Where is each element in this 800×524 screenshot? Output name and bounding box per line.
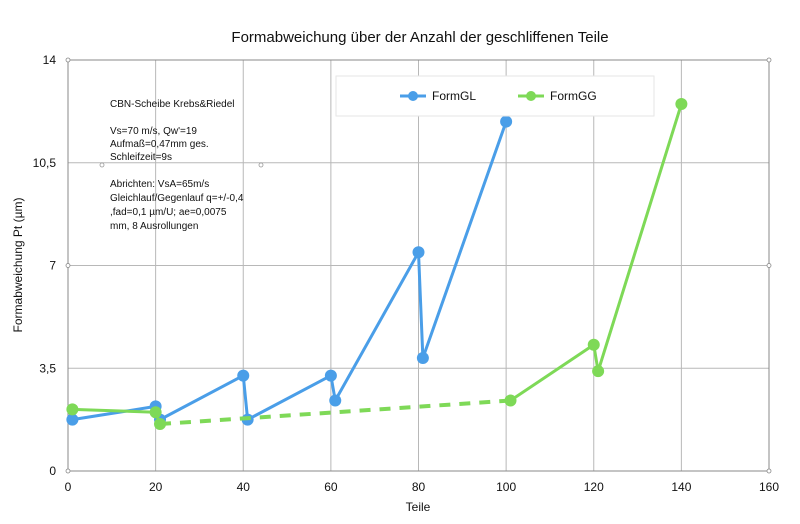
selection-handle [766, 57, 772, 63]
x-axis-label: Teile [406, 500, 431, 514]
data-point-formgl [416, 351, 429, 364]
annotation-line-7: Abrichten: VsA=65m/s [110, 179, 209, 190]
data-point-formgl [329, 394, 342, 407]
series-line-formgl [241, 374, 250, 422]
x-tick-label: 140 [671, 480, 691, 494]
x-tick-label: 60 [324, 480, 338, 494]
data-point-formgl [237, 369, 250, 382]
data-point-formgg [154, 418, 167, 431]
data-point-formgg [504, 394, 517, 407]
x-tick-label: 100 [496, 480, 516, 494]
data-point-formgg [592, 365, 605, 378]
y-tick-label: 7 [49, 259, 56, 273]
y-tick-label: 0 [49, 464, 56, 478]
series-line-formgl [333, 250, 420, 403]
data-point-formgg [149, 406, 162, 419]
legend: FormGL FormGG [335, 75, 655, 117]
series-line-formgl [158, 374, 245, 422]
series-line-formgl [417, 250, 425, 360]
x-tick-label: 40 [237, 480, 251, 494]
selection-handle [65, 263, 71, 268]
y-tick-label: 14 [43, 53, 57, 67]
chart-title: Formabweichung über der Anzahl der gesch… [231, 29, 608, 46]
y-axis-label: Formabweichung Pt (µm) [11, 198, 25, 333]
legend-marker-formgl [408, 91, 418, 101]
annotation-handle-left [99, 162, 105, 168]
data-point-formgl [66, 413, 79, 426]
x-tick-label: 80 [412, 480, 426, 494]
series-line-formgl [421, 120, 508, 360]
annotation-line-9: ,fad=0,1 µm/U; ae=0,0075 [110, 207, 227, 218]
annotation-line-3: Vs=70 m/s, Qw'=19 [110, 126, 197, 137]
legend-label-formgg: FormGG [550, 89, 597, 103]
axes: 0 20 40 60 80 100 120 140 160 0 3,5 7 10,5 14 [33, 53, 780, 494]
annotation-line-5: Schleifzeit=9s [110, 152, 172, 163]
series-line-formgl [70, 404, 158, 422]
data-point-formgg [66, 403, 79, 416]
legend-box [335, 75, 655, 117]
legend-marker-formgg [526, 91, 536, 101]
y-tick-label: 3,5 [39, 361, 56, 375]
x-tick-label: 160 [759, 480, 779, 494]
legend-label-formgl: FormGL [432, 89, 476, 103]
annotation-line-10: mm, 8 Ausrollungen [110, 221, 198, 232]
annotation-line-8: Gleichlauf/Gegenlauf q=+/-0,4 [110, 193, 244, 204]
selection-handle [65, 57, 71, 63]
x-tick-label: 20 [149, 480, 163, 494]
data-point-formgl [324, 369, 337, 382]
annotation-line-4: Aufmaß=0,47mm ges. [110, 139, 209, 150]
data-point-formgl [412, 246, 425, 259]
y-tick-label: 10,5 [33, 156, 57, 170]
data-point-formgg [587, 338, 600, 351]
annotation-box: CBN-Scheibe Krebs&Riedel Vs=70 m/s, Qw'=… [99, 99, 264, 232]
series-layer [66, 98, 688, 431]
series-line-formgg [70, 407, 158, 414]
selection-handle [65, 468, 71, 474]
selection-handle [766, 263, 772, 268]
data-point-formgg [675, 98, 688, 111]
annotation-handle-right [258, 162, 264, 168]
selection-handle [766, 468, 772, 474]
series-line-formgl [246, 374, 333, 422]
series-line-formgg [509, 343, 596, 403]
x-tick-label: 0 [65, 480, 72, 494]
annotation-line-1: CBN-Scheibe Krebs&Riedel [110, 99, 235, 110]
x-tick-label: 120 [584, 480, 604, 494]
data-point-formgl [500, 115, 513, 128]
series-line-formgg [596, 102, 683, 373]
